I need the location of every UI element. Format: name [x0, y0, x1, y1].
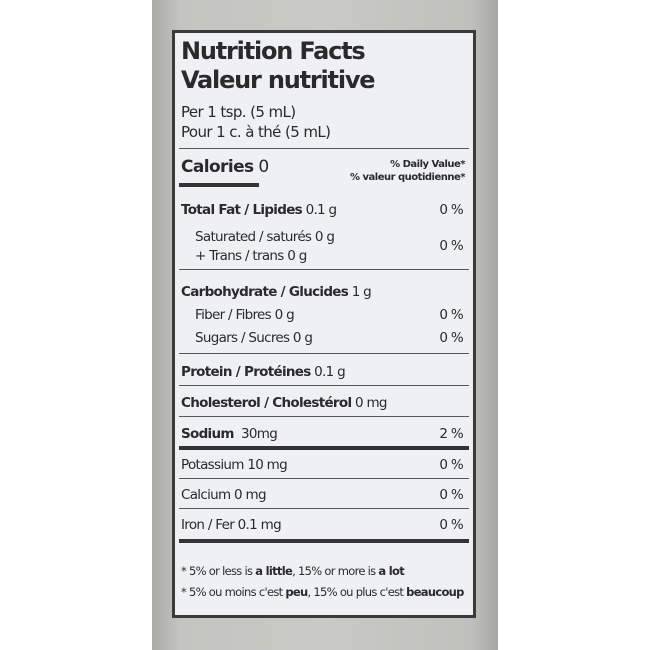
title-en: Nutrition Facts	[181, 37, 366, 65]
thick-divider	[179, 539, 469, 543]
dv-header-fr: % valeur quotidienne*	[350, 172, 465, 183]
row-potassium: Potassium 10 mg 0 %	[181, 457, 464, 473]
row-saturated: Saturated / saturés 0 g	[195, 229, 335, 245]
row-calcium: Calcium 0 mg 0 %	[181, 487, 464, 503]
title-fr: Valeur nutritive	[181, 66, 376, 94]
dv-header-en: % Daily Value*	[390, 159, 465, 170]
divider	[179, 353, 469, 354]
serving-size-fr: Pour 1 c. à thé (5 mL)	[181, 123, 331, 141]
row-carbohydrate: Carbohydrate / Glucides 1 g	[181, 284, 372, 300]
calories: Calories 0	[181, 157, 269, 177]
row-cholesterol: Cholesterol / Cholestérol 0 mg	[181, 395, 388, 411]
nutrition-facts-label: Nutrition Facts Valeur nutritive Per 1 t…	[172, 30, 476, 618]
footnote-en: * 5% or less is a little, 15% or more is…	[181, 564, 405, 578]
serving-size-en: Per 1 tsp. (5 mL)	[181, 103, 296, 121]
divider	[179, 148, 469, 149]
daily-value-header: % Daily Value* % valeur quotidienne*	[350, 158, 465, 184]
divider	[179, 416, 469, 417]
thick-divider	[179, 446, 469, 450]
divider	[179, 478, 469, 479]
row-sodium: Sodium 30mg 2 %	[181, 426, 464, 442]
divider	[179, 385, 469, 386]
row-iron: Iron / Fer 0.1 mg 0 %	[181, 517, 464, 533]
divider	[179, 269, 469, 270]
calories-label: Calories	[181, 157, 254, 177]
footnote-fr: * 5% ou moins c'est peu, 15% ou plus c'e…	[181, 585, 464, 599]
row-protein: Protein / Protéines 0.1 g	[181, 364, 346, 380]
calories-bar	[179, 183, 259, 187]
calories-value: 0	[258, 157, 269, 177]
divider	[179, 508, 469, 509]
